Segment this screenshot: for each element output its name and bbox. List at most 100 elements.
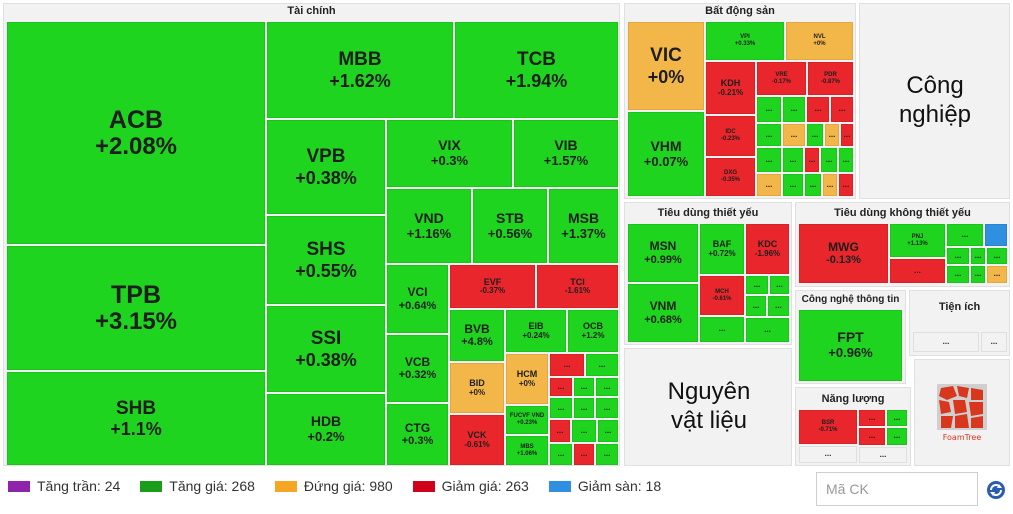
tile-more[interactable]: ... (947, 266, 969, 283)
tile-tpb[interactable]: TPB +3.15% (7, 246, 265, 370)
tile-more[interactable]: ... (550, 420, 570, 442)
sector-materials[interactable] (624, 348, 792, 466)
tile-mbb[interactable]: MBB +1.62% (267, 22, 453, 118)
tile-vhm[interactable]: VHM +0.07% (628, 112, 704, 196)
tile-more[interactable]: ... (971, 266, 985, 283)
tile-stb[interactable]: STB +0.56% (473, 189, 547, 263)
tile-more[interactable]: ... (572, 420, 596, 442)
tile-more[interactable]: ... (574, 444, 594, 465)
tile-evf[interactable]: EVF -0.37% (450, 265, 535, 308)
tile-vnd[interactable]: VND +1.16% (387, 189, 471, 263)
tile-more[interactable]: ... (783, 97, 805, 122)
tile-more[interactable]: ... (807, 97, 829, 122)
tile-more[interactable]: ... (887, 428, 907, 445)
tile-more[interactable]: ... (839, 174, 853, 196)
foamtree-logo[interactable]: FoamTree (937, 384, 987, 442)
tile-mbs[interactable]: MBS +1.06% (506, 436, 548, 465)
legend-unchanged[interactable]: Đứng giá: 980 (274, 478, 393, 494)
tile-kdh[interactable]: KDH -0.21% (706, 62, 755, 114)
tile-acb[interactable]: ACB +2.08% (7, 22, 265, 244)
tile-ocb[interactable]: OCB +1.2% (568, 310, 618, 352)
tile-more[interactable]: ... (890, 259, 945, 283)
tile-tcb[interactable]: TCB +1.94% (455, 22, 618, 118)
tile-more[interactable]: ... (831, 97, 853, 122)
tile-baf[interactable]: BAF +0.72% (700, 224, 744, 274)
tile-msb[interactable]: MSB +1.37% (549, 189, 618, 263)
tile-nvl[interactable]: NVL +0% (786, 22, 853, 60)
tile-more[interactable]: ... (550, 398, 572, 418)
tile-more[interactable]: ... (770, 276, 789, 294)
tile-more[interactable]: ... (913, 332, 979, 352)
tile-idc[interactable]: IDC -0.23% (706, 116, 755, 156)
tile-vix[interactable]: VIX +0.3% (387, 120, 512, 187)
tile-more[interactable]: ... (768, 296, 789, 316)
tile-bid[interactable]: BID +0% (450, 363, 504, 413)
tile-more[interactable]: ... (586, 354, 618, 376)
tile-more[interactable]: ... (823, 174, 837, 196)
legend-up[interactable]: Tăng giá: 268 (140, 478, 255, 494)
tile-vpi[interactable]: VPI +0.33% (706, 22, 784, 60)
tile-mwg[interactable]: MWG -0.13% (799, 224, 888, 283)
tile-hcm[interactable]: HCM +0% (506, 354, 548, 404)
tile-more[interactable]: ... (757, 97, 781, 122)
tile-vnm[interactable]: VNM +0.68% (628, 284, 698, 342)
tile-vib[interactable]: VIB +1.57% (514, 120, 618, 187)
tile-more[interactable]: ... (596, 444, 618, 465)
tile-pdr[interactable]: PDR -0.87% (808, 62, 853, 95)
legend-floor[interactable]: Giảm sàn: 18 (548, 478, 661, 494)
tile-more[interactable]: ... (799, 446, 857, 463)
tile-more[interactable]: ... (783, 174, 803, 196)
sector-industrial[interactable] (859, 3, 1010, 199)
tile-more[interactable]: ... (805, 174, 821, 196)
tile-shb[interactable]: SHB +1.1% (7, 372, 265, 465)
tile-bvb[interactable]: BVB +4.8% (450, 310, 504, 361)
tile-more[interactable]: ... (746, 296, 766, 316)
tile-more[interactable]: ... (783, 124, 805, 146)
tile-more[interactable]: ... (947, 248, 969, 264)
tile-more[interactable]: ... (981, 332, 1007, 352)
legend-ceiling[interactable]: Tăng trần: 24 (8, 478, 120, 494)
tile-mch[interactable]: MCH -0.61% (700, 276, 744, 315)
tile-more[interactable]: ... (757, 148, 781, 172)
tile-more[interactable]: ... (596, 398, 618, 418)
tile-tci[interactable]: TCI -1.61% (537, 265, 618, 308)
tile-more[interactable]: ... (841, 124, 853, 146)
tile-vpb[interactable]: VPB +0.38% (267, 120, 385, 214)
tile-vic[interactable]: VIC +0% (628, 22, 704, 110)
tile-more[interactable]: ... (598, 420, 618, 442)
tile-more[interactable]: ... (550, 354, 584, 376)
tile-more[interactable]: ... (987, 266, 1007, 283)
tile-more[interactable]: ... (971, 248, 985, 264)
tile-more[interactable]: ... (839, 148, 853, 172)
tile-more[interactable]: ... (821, 148, 837, 172)
tile-ctg[interactable]: CTG +0.3% (387, 404, 448, 465)
tile-dxg[interactable]: DXG -0.35% (706, 158, 755, 196)
tile-more[interactable]: ... (757, 174, 781, 196)
tile-more[interactable]: ... (596, 378, 618, 396)
tile-more[interactable]: ... (550, 444, 572, 465)
tile-hdb[interactable]: HDB +0.2% (267, 394, 385, 465)
tile-vcb[interactable]: VCB +0.32% (387, 335, 448, 402)
tile-more[interactable]: ... (807, 124, 823, 146)
tile-more[interactable]: ... (987, 248, 1007, 264)
tile-fucvf[interactable]: FUCVF VND +0.23% (506, 406, 548, 434)
tile-more[interactable]: ... (859, 428, 885, 445)
tile-kdc[interactable]: KDC -1.96% (746, 224, 789, 274)
tile-more[interactable]: ... (746, 318, 789, 342)
tile-ssi[interactable]: SSI +0.38% (267, 306, 385, 392)
refresh-icon[interactable] (986, 480, 1006, 500)
tile-fpt[interactable]: FPT +0.96% (799, 310, 902, 381)
tile-more[interactable]: ... (825, 124, 839, 146)
tile-more[interactable]: ... (887, 410, 907, 426)
tile-more[interactable]: ... (859, 410, 885, 426)
tile-eib[interactable]: EIB +0.24% (506, 310, 566, 352)
tile-vci[interactable]: VCI +0.64% (387, 265, 448, 333)
tile-more[interactable]: ... (700, 317, 744, 342)
tile-msn[interactable]: MSN +0.99% (628, 224, 698, 282)
tile-more[interactable]: ... (859, 447, 907, 463)
tile-vck[interactable]: VCK -0.61% (450, 415, 504, 465)
tile-vre[interactable]: VRE -0.17% (757, 62, 806, 95)
tile-more[interactable]: ... (805, 148, 819, 172)
tile-pnj[interactable]: PNJ +1.13% (890, 224, 945, 257)
legend-down[interactable]: Giảm giá: 263 (412, 478, 529, 494)
